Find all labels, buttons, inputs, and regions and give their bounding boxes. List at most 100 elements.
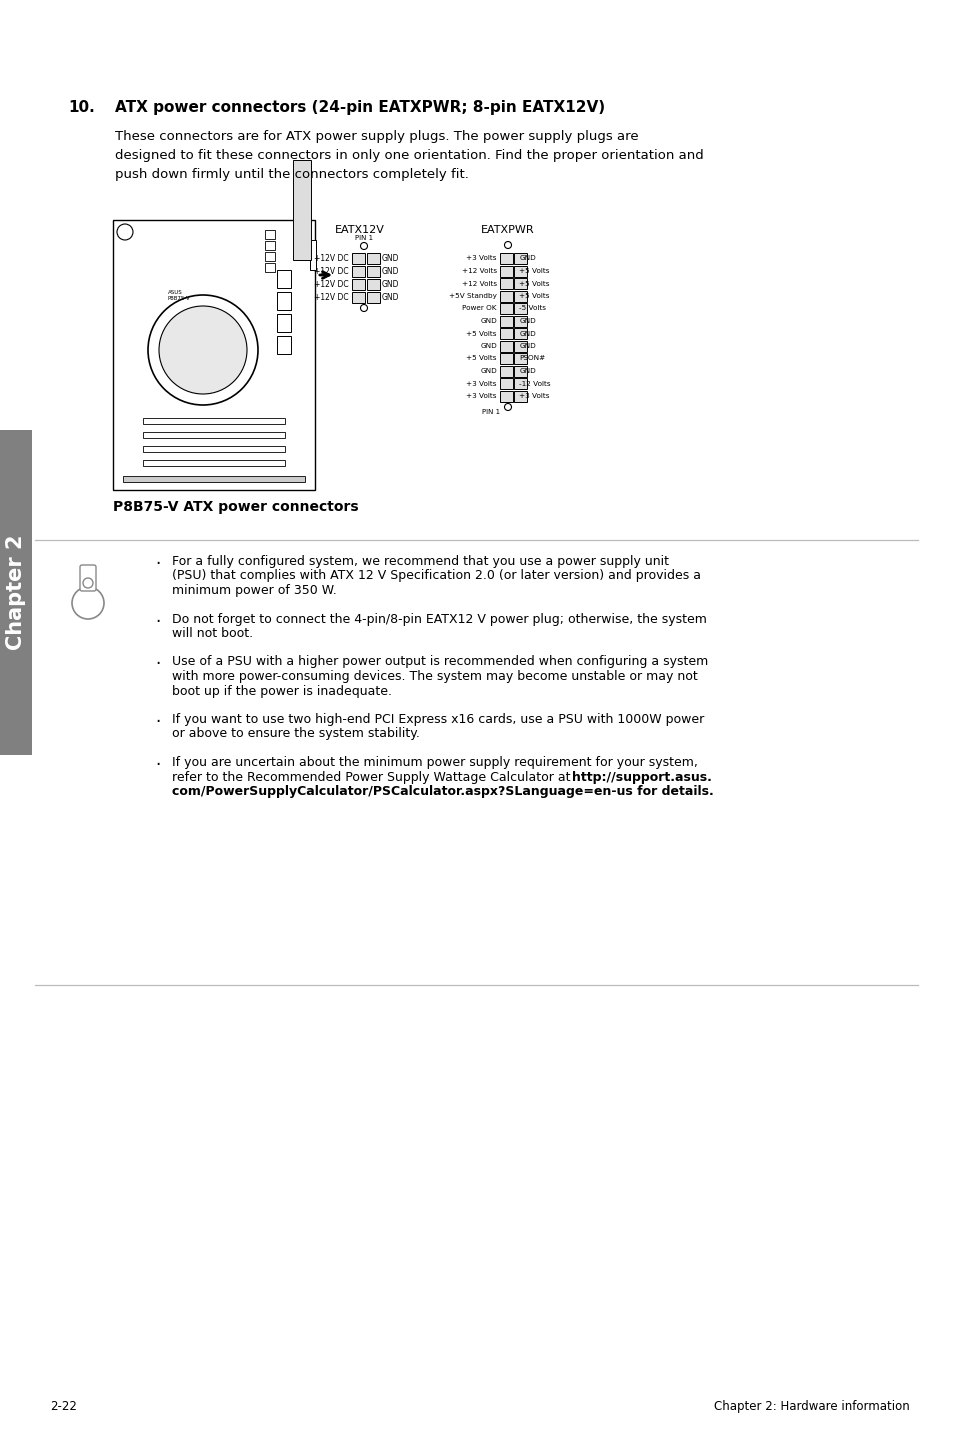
Bar [352,279,365,290]
Text: GND: GND [479,344,497,349]
Bar [276,270,291,288]
Text: ASUS
P8B75-V: ASUS P8B75-V [168,290,191,301]
Bar [352,266,365,278]
Text: GND: GND [381,293,399,302]
Bar [514,341,527,351]
Text: -5 Volts: -5 Volts [519,305,546,312]
Text: ·: · [155,656,160,673]
Bar [352,253,365,265]
Text: GND: GND [381,267,399,276]
Bar [265,252,274,262]
Text: ·: · [155,756,160,774]
Text: +3 Volts: +3 Volts [519,393,550,398]
Circle shape [159,306,247,394]
Bar [514,303,527,313]
Text: PIN 1: PIN 1 [355,234,373,242]
Text: P8B75-V ATX power connectors: P8B75-V ATX power connectors [112,500,358,513]
Bar [352,292,365,303]
Text: GND: GND [479,368,497,374]
Text: http://support.asus.: http://support.asus. [572,771,711,784]
Text: boot up if the power is inadequate.: boot up if the power is inadequate. [172,684,392,697]
Bar [0,430,32,755]
Text: with more power-consuming devices. The system may become unstable or may not: with more power-consuming devices. The s… [172,670,697,683]
Text: com/PowerSupplyCalculator/PSCalculator.aspx?SLanguage=en-us for details.: com/PowerSupplyCalculator/PSCalculator.a… [172,785,713,798]
Text: +12 Volts: +12 Volts [461,267,497,275]
Text: +5 Volts: +5 Volts [466,355,497,361]
Bar [514,378,527,390]
Text: +5 Volts: +5 Volts [466,331,497,336]
Bar [123,476,305,482]
Bar [499,278,513,289]
Bar [499,391,513,401]
Bar [265,230,274,239]
Bar [499,328,513,339]
Text: If you want to use two high-end PCI Express x16 cards, use a PSU with 1000W powe: If you want to use two high-end PCI Expr… [172,713,703,726]
Bar [276,336,291,354]
Bar [499,315,513,326]
Text: EATXPWR: EATXPWR [480,224,535,234]
Text: designed to fit these connectors in only one orientation. Find the proper orient: designed to fit these connectors in only… [115,150,703,162]
Bar [499,352,513,364]
Bar [499,253,513,265]
Text: (PSU) that complies with ATX 12 V Specification 2.0 (or later version) and provi: (PSU) that complies with ATX 12 V Specif… [172,569,700,582]
Text: GND: GND [381,255,399,263]
Bar [514,352,527,364]
Bar [499,365,513,377]
Bar [310,240,315,270]
Bar [367,253,379,265]
Bar [499,303,513,313]
Text: push down firmly until the connectors completely fit.: push down firmly until the connectors co… [115,168,468,181]
Text: ·: · [155,613,160,630]
Text: Power OK: Power OK [462,305,497,312]
Bar [514,391,527,401]
Bar [276,292,291,311]
Bar [514,328,527,339]
Text: +12V DC: +12V DC [314,280,349,289]
Bar [112,220,314,490]
Text: GND: GND [519,256,536,262]
Text: will not boot.: will not boot. [172,627,253,640]
Text: or above to ensure the system stability.: or above to ensure the system stability. [172,728,419,741]
Bar [514,278,527,289]
Text: EATX12V: EATX12V [335,224,384,234]
Bar [499,266,513,276]
Bar [143,431,285,439]
Bar [499,290,513,302]
Bar [499,341,513,351]
Text: GND: GND [519,318,536,324]
Bar [265,263,274,272]
Bar [143,446,285,452]
Bar [143,460,285,466]
Text: These connectors are for ATX power supply plugs. The power supply plugs are: These connectors are for ATX power suppl… [115,129,638,142]
Text: If you are uncertain about the minimum power supply requirement for your system,: If you are uncertain about the minimum p… [172,756,698,769]
Bar [276,313,291,332]
Bar [499,378,513,390]
Text: Chapter 2: Hardware information: Chapter 2: Hardware information [714,1401,909,1414]
Text: refer to the Recommended Power Supply Wattage Calculator at: refer to the Recommended Power Supply Wa… [172,771,574,784]
Text: For a fully configured system, we recommend that you use a power supply unit: For a fully configured system, we recomm… [172,555,668,568]
Text: +5 Volts: +5 Volts [519,267,550,275]
Text: +5V Standby: +5V Standby [449,293,497,299]
Text: Chapter 2: Chapter 2 [6,535,26,650]
Text: PSON#: PSON# [519,355,545,361]
Text: +12V DC: +12V DC [314,255,349,263]
Text: GND: GND [519,368,536,374]
Text: GND: GND [519,331,536,336]
FancyBboxPatch shape [80,565,96,591]
Text: 2-22: 2-22 [50,1401,77,1414]
Text: -12 Volts: -12 Volts [519,381,551,387]
Bar [367,266,379,278]
Text: +3 Volts: +3 Volts [466,393,497,398]
Text: +12V DC: +12V DC [314,293,349,302]
Text: ATX power connectors (24-pin EATXPWR; 8-pin EATX12V): ATX power connectors (24-pin EATXPWR; 8-… [115,101,604,115]
Text: GND: GND [479,318,497,324]
Text: +5 Volts: +5 Volts [519,280,550,286]
Bar [514,253,527,265]
Bar [514,290,527,302]
Text: GND: GND [381,280,399,289]
Bar [265,242,274,250]
Bar [514,365,527,377]
Text: 10.: 10. [68,101,94,115]
Text: Do not forget to connect the 4-pin/8-pin EATX12 V power plug; otherwise, the sys: Do not forget to connect the 4-pin/8-pin… [172,613,706,626]
Text: ·: · [155,713,160,731]
